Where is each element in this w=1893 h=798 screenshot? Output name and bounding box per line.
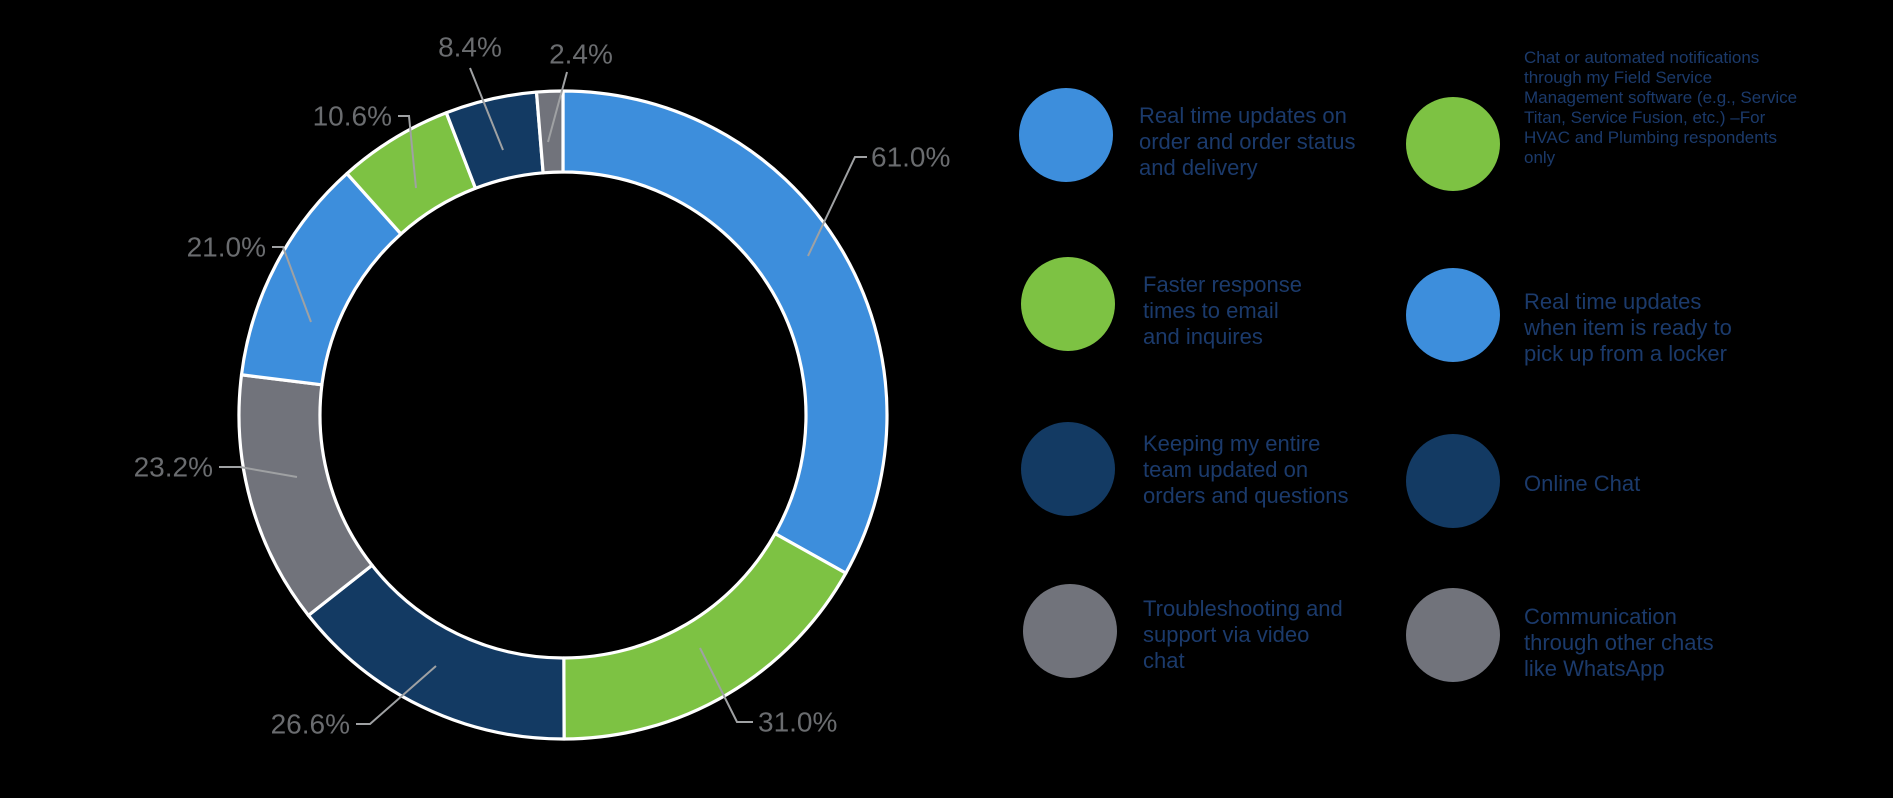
leader-line-2: [699, 647, 753, 723]
legend-label: Real time updates when item is ready to pi…: [1524, 289, 1732, 366]
donut-slice-1: [561, 89, 889, 575]
legend-dot-icon: [1406, 268, 1500, 362]
legend-dot-icon: [1406, 97, 1500, 191]
legend-dot-icon: [1406, 434, 1500, 528]
legend-label: Communication through other chats like Wha…: [1524, 604, 1714, 681]
legend-dot-icon: [1023, 584, 1117, 678]
leader-line-5: [272, 246, 312, 323]
legend-dot-icon: [1021, 257, 1115, 351]
pct-label-3: 26.6%: [271, 709, 350, 740]
leader-line-8: [547, 71, 568, 143]
legend-label: Faster response times to email and inquire…: [1143, 272, 1302, 349]
pct-label-4: 23.2%: [134, 452, 213, 483]
leader-line-3: [356, 665, 437, 725]
legend-dot-icon: [1021, 422, 1115, 516]
legend-label: Real time updates on order and order stat…: [1139, 103, 1356, 180]
pct-label-7: 8.4%: [438, 32, 502, 63]
leader-line-6: [398, 115, 417, 189]
pct-label-8: 2.4%: [549, 39, 613, 70]
legend-label: Keeping my entire team updated on orders a…: [1143, 431, 1349, 508]
legend-label: Troubleshooting and support via video chat: [1143, 596, 1343, 673]
pct-label-2: 31.0%: [758, 707, 837, 738]
pct-label-6: 10.6%: [313, 101, 392, 132]
pct-label-1: 61.0%: [871, 142, 950, 173]
legend-dot-icon: [1406, 588, 1500, 682]
legend-dot-icon: [1019, 88, 1113, 182]
leader-line-1: [807, 156, 867, 257]
leader-line-4: [219, 466, 298, 478]
legend-label: Chat or automated notifications through m…: [1524, 48, 1798, 167]
pct-label-5: 21.0%: [187, 232, 266, 263]
legend-label: Online Chat: [1524, 471, 1641, 496]
leader-line-7: [469, 67, 504, 151]
